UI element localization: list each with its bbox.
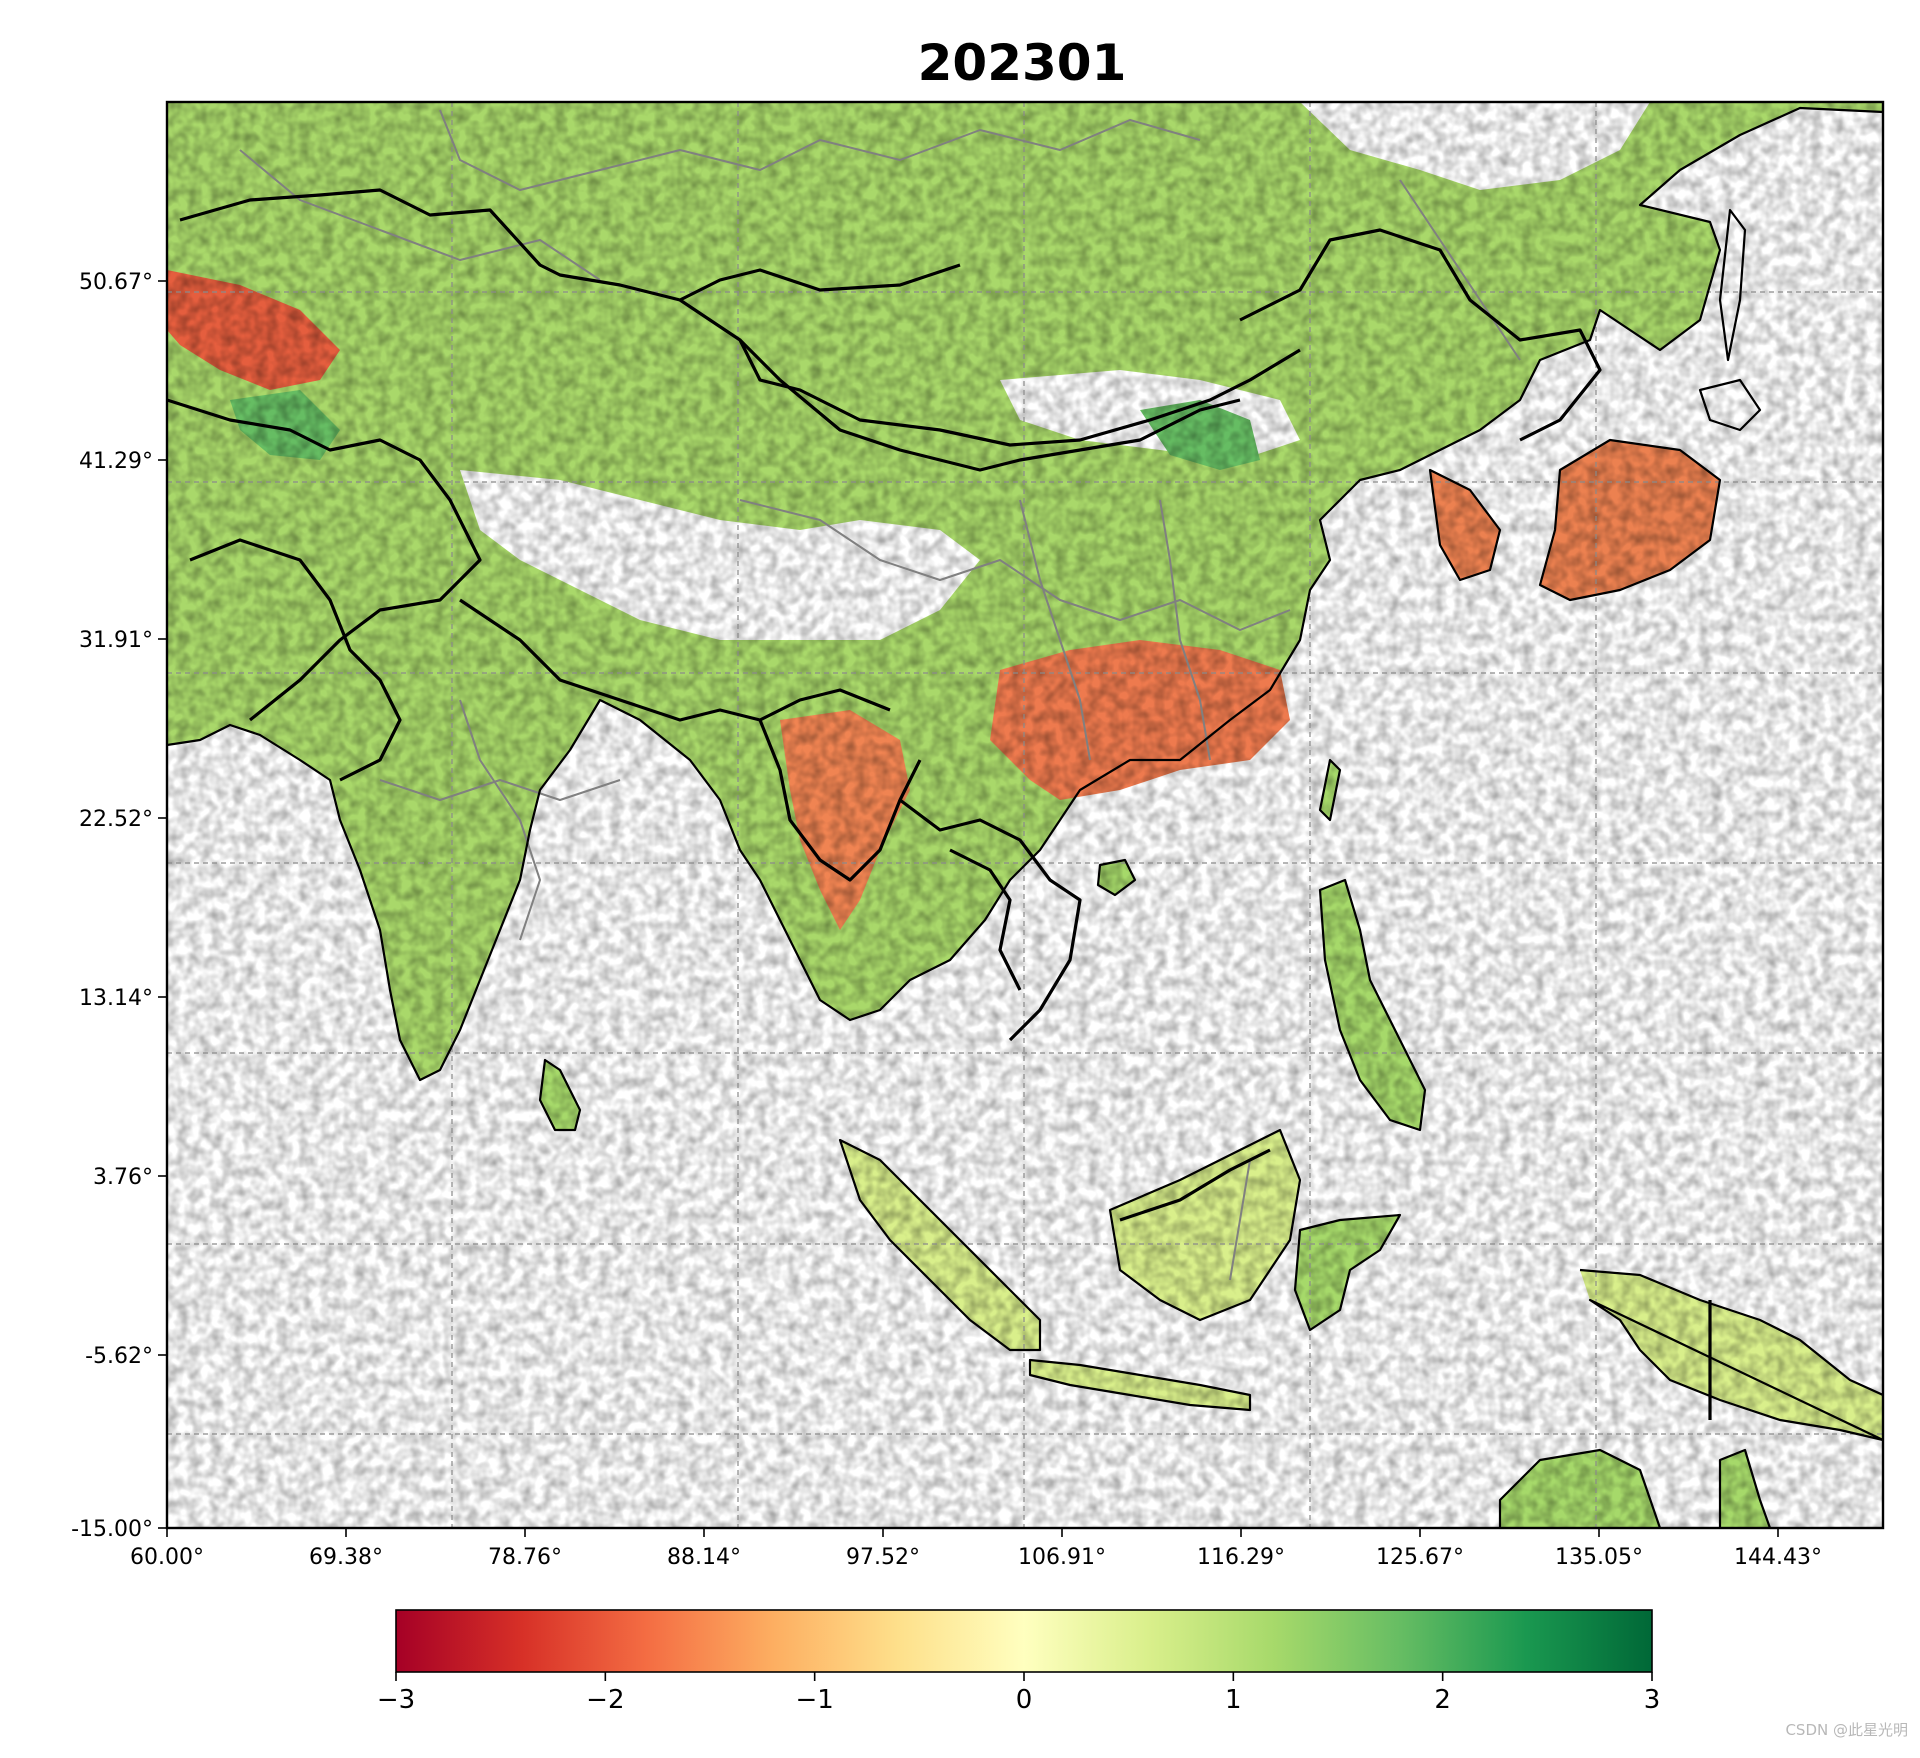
border-myanmar (758, 719, 922, 882)
x-tick-label: 125.67° (1376, 1545, 1464, 1570)
x-tick-label: 78.76° (488, 1545, 562, 1570)
x-tick-label: 144.43° (1734, 1545, 1822, 1570)
y-tick-label: -15.00° (71, 1517, 153, 1542)
map-frame (165, 100, 1885, 1530)
data-texture-overlay (167, 102, 1883, 1528)
y-tick-label: 41.29° (79, 449, 153, 474)
border-borneo (1119, 1148, 1271, 1222)
colorbar-gradient (395, 1609, 1653, 1673)
y-tick-label: 22.52° (79, 807, 153, 832)
border-mongolia-china (738, 338, 1241, 472)
colorbar-tick-label: 2 (1434, 1685, 1451, 1715)
x-tick-label: 88.14° (667, 1545, 741, 1570)
x-tick-label: 60.00° (130, 1545, 204, 1570)
border-russia-kazakhstan (179, 188, 961, 302)
map-title: 202301 (918, 34, 1127, 92)
y-tick-label: 13.14° (79, 986, 153, 1011)
province-borders (239, 109, 1521, 1281)
colorbar-tick-label: 0 (1016, 1685, 1033, 1715)
border-indochina (899, 798, 1082, 1042)
coastlines (167, 106, 1883, 1528)
y-tick-label: 50.67° (79, 270, 153, 295)
border-central-asia (167, 398, 482, 722)
y-tick-label: 31.91° (79, 628, 153, 653)
colorbar-tick-label: 1 (1225, 1685, 1242, 1715)
border-laos-vietnam (949, 848, 1022, 991)
country-borders (167, 188, 1712, 1420)
x-axis-ticks: 60.00° 69.38° 78.76° 88.14° 97.52° 106.91° 116… (130, 1528, 1822, 1570)
colorbar-tick-label: −2 (586, 1685, 624, 1715)
colorbar-tick-label: −1 (796, 1685, 834, 1715)
x-tick-label: 69.38° (309, 1545, 383, 1570)
colorbar-ticks: −3 −2 −1 0 1 2 3 (377, 1672, 1660, 1715)
border-india-china (459, 598, 891, 722)
y-tick-label: 3.76° (93, 1165, 153, 1190)
colorbar-tick-label: −3 (377, 1685, 415, 1715)
border-afghanistan-pakistan (189, 538, 402, 782)
colorbar: −3 −2 −1 0 1 2 3 (377, 1609, 1660, 1715)
x-tick-label: 97.52° (846, 1545, 920, 1570)
x-tick-label: 106.91° (1018, 1545, 1106, 1570)
x-tick-label: 116.29° (1197, 1545, 1285, 1570)
gridlines (167, 102, 1883, 1528)
map-plot-area (167, 102, 1883, 1528)
y-tick-label: -5.62° (85, 1344, 153, 1369)
border-russia-mongolia (679, 298, 1301, 447)
colorbar-tick-label: 3 (1644, 1685, 1661, 1715)
watermark: CSDN @此星光明 (1785, 1721, 1908, 1739)
y-axis-ticks: 50.67° 41.29° 31.91° 22.52° 13.14° 3.76° -5.62… (71, 270, 167, 1542)
border-china-russia-ne (1239, 228, 1602, 442)
x-tick-label: 135.05° (1555, 1545, 1643, 1570)
